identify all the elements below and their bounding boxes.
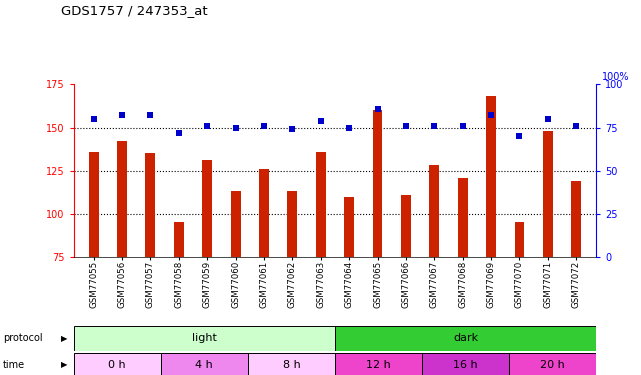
Point	[88, 116, 99, 122]
Text: ▶: ▶	[61, 360, 67, 369]
Bar	[571, 181, 581, 257]
Text: 4 h: 4 h	[196, 360, 213, 370]
Bar	[287, 191, 297, 257]
Point	[117, 112, 127, 118]
Bar	[259, 169, 269, 257]
Point	[315, 118, 326, 124]
Bar	[74, 352, 161, 375]
Bar	[372, 110, 383, 257]
Bar	[248, 352, 335, 375]
Bar	[486, 96, 496, 257]
Point	[514, 133, 524, 139]
Bar	[231, 191, 240, 257]
Text: dark: dark	[453, 333, 478, 344]
Bar	[344, 196, 354, 257]
Point	[458, 123, 468, 129]
Bar	[174, 222, 184, 257]
Bar	[74, 326, 335, 351]
Point	[571, 123, 581, 129]
Point	[372, 105, 383, 111]
Text: protocol: protocol	[3, 333, 43, 344]
Point	[344, 124, 354, 130]
Bar	[335, 352, 422, 375]
Bar	[515, 222, 524, 257]
Point	[202, 123, 212, 129]
Point	[486, 112, 496, 118]
Text: 20 h: 20 h	[540, 360, 565, 370]
Bar	[509, 352, 596, 375]
Bar	[117, 141, 127, 257]
Text: 12 h: 12 h	[366, 360, 391, 370]
Bar	[401, 195, 411, 257]
Bar	[543, 131, 553, 257]
Point	[287, 126, 297, 132]
Bar	[316, 152, 326, 257]
Bar	[429, 165, 439, 257]
Bar	[161, 352, 248, 375]
Text: 16 h: 16 h	[453, 360, 478, 370]
Text: ▶: ▶	[61, 334, 67, 343]
Point	[543, 116, 553, 122]
Point	[174, 130, 184, 136]
Text: light: light	[192, 333, 217, 344]
Bar	[335, 326, 596, 351]
Bar	[146, 153, 155, 257]
Point	[259, 123, 269, 129]
Bar	[422, 352, 509, 375]
Point	[429, 123, 440, 129]
Text: time: time	[3, 360, 26, 370]
Point	[401, 123, 411, 129]
Point	[230, 124, 240, 130]
Bar	[458, 177, 468, 257]
Text: GDS1757 / 247353_at: GDS1757 / 247353_at	[61, 4, 208, 17]
Text: 0 h: 0 h	[108, 360, 126, 370]
Bar	[202, 160, 212, 257]
Bar	[88, 152, 99, 257]
Text: 8 h: 8 h	[283, 360, 300, 370]
Point	[146, 112, 156, 118]
Text: 100%: 100%	[602, 72, 629, 82]
